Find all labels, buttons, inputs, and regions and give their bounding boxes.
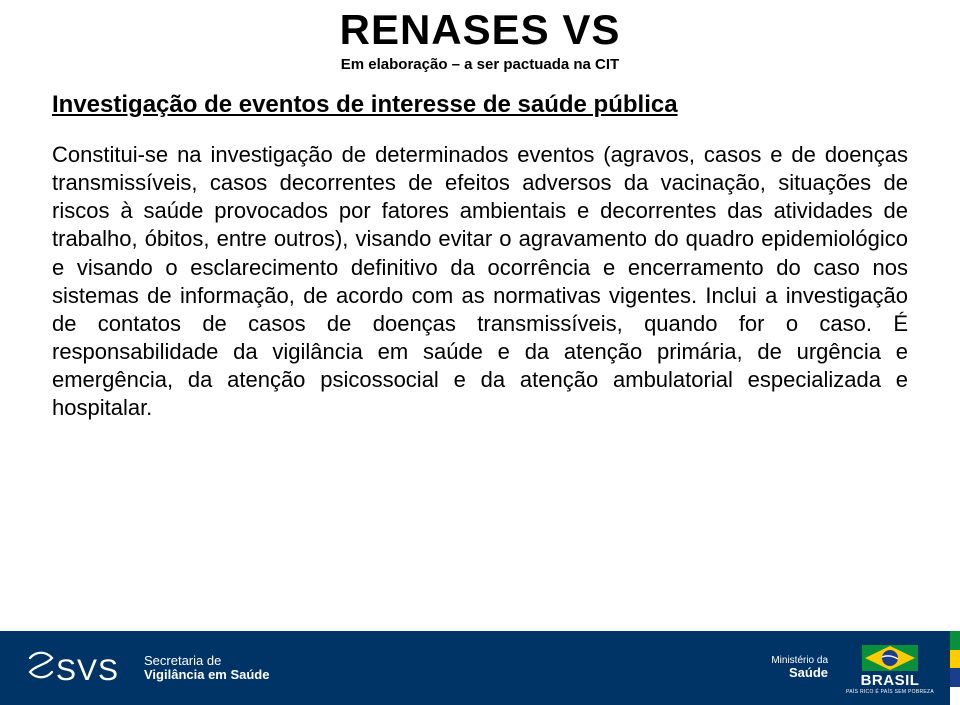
ministerio-line2: Saúde — [771, 666, 828, 680]
brasil-stripes-icon — [950, 631, 960, 705]
brasil-word: BRASIL — [861, 672, 920, 689]
footer-bar: SVS Secretaria de Vigilância em Saúde Mi… — [0, 631, 960, 705]
section-heading: Investigação de eventos de interesse de … — [52, 91, 908, 119]
body-text: Constitui-se na investigação de determin… — [52, 141, 908, 423]
brasil-flag-icon — [862, 642, 918, 674]
content-area: Investigação de eventos de interesse de … — [0, 73, 960, 423]
svs-text: Secretaria de Vigilância em Saúde — [144, 654, 269, 681]
page-title: RENASES VS — [0, 6, 960, 54]
svs-line1: Secretaria de — [144, 654, 269, 668]
ministerio-label: Ministério da Saúde — [771, 656, 828, 680]
svg-text:SVS: SVS — [56, 654, 119, 687]
svs-line2: Vigilância em Saúde — [144, 668, 269, 682]
svs-logo: SVS Secretaria de Vigilância em Saúde — [26, 648, 269, 688]
page-subtitle: Em elaboração – a ser pactuada na CIT — [0, 56, 960, 73]
brasil-logo: BRASIL PAÍS RICO É PAÍS SEM POBREZA — [846, 642, 934, 695]
brasil-tagline: PAÍS RICO É PAÍS SEM POBREZA — [846, 689, 934, 695]
svs-mark-icon: SVS — [26, 648, 134, 688]
footer-left: SVS Secretaria de Vigilância em Saúde — [26, 648, 269, 688]
footer-right: Ministério da Saúde BRASIL PAÍS RICO É P… — [771, 642, 934, 695]
